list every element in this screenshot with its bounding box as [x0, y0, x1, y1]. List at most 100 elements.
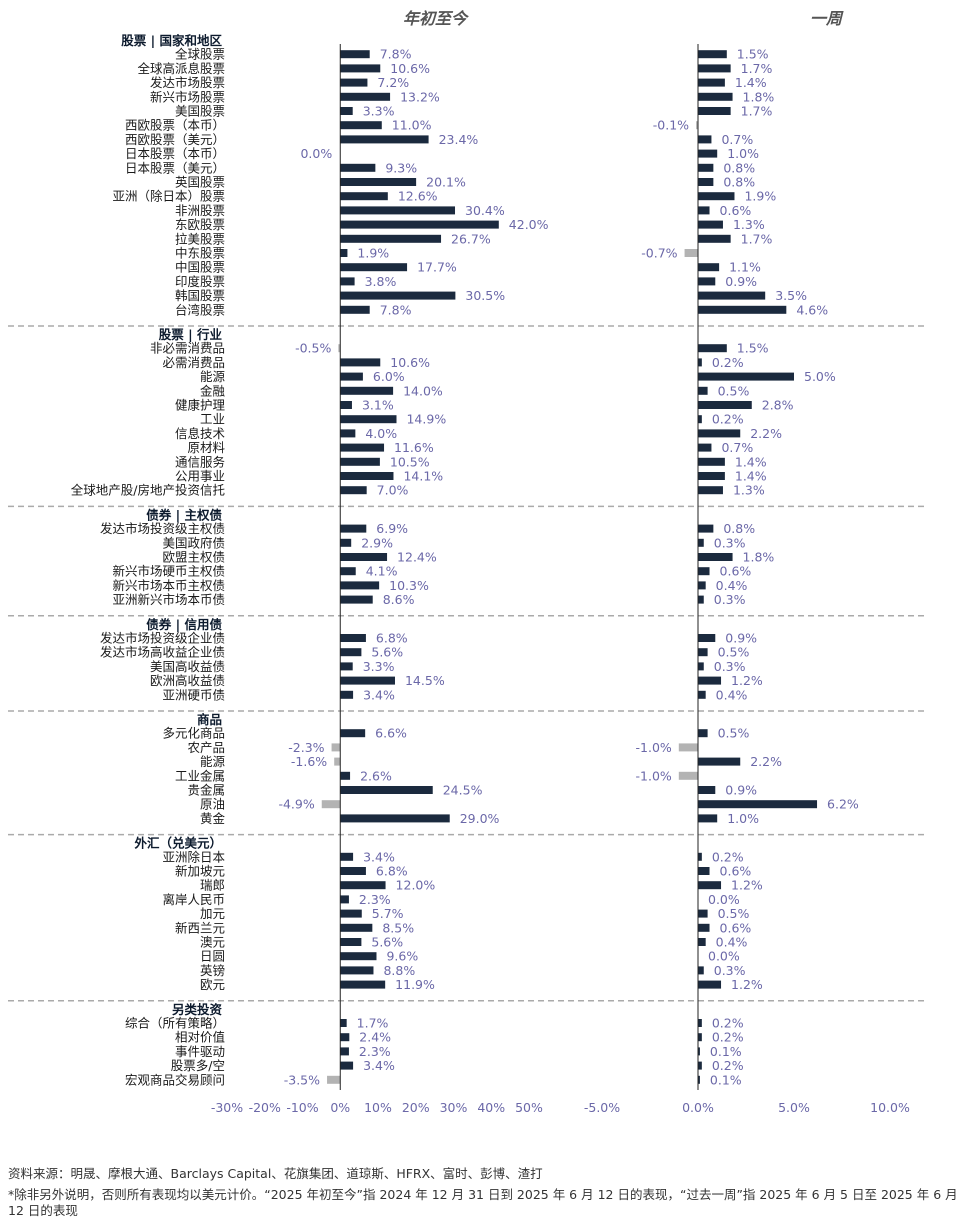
ytd-value-label: 10.6% [390, 61, 430, 76]
week-bar [698, 372, 794, 381]
ytd-bar [340, 486, 367, 495]
week-bar [698, 163, 714, 172]
ytd-value-label: 5.6% [371, 645, 403, 660]
week-bar [698, 50, 727, 59]
row-label: 印度股票 [175, 274, 225, 289]
week-bar [698, 881, 722, 890]
row-label: 澳元 [200, 935, 225, 950]
ytd-bar [340, 372, 363, 381]
ytd-bar [340, 852, 354, 861]
row-label: 西欧股票（美元） [125, 132, 225, 147]
week-bar [698, 64, 731, 73]
ytd-value-label: 29.0% [460, 811, 500, 826]
row-label: 工业金属 [175, 768, 225, 783]
week-bar [698, 634, 716, 642]
row-label: 韩国股票 [175, 288, 225, 303]
row-label: 英镑 [200, 963, 225, 978]
week-value-label: 0.9% [725, 783, 757, 798]
row-label: 东欧股票 [175, 217, 225, 232]
week-value-label: 1.0% [727, 811, 759, 826]
ytd-bar [340, 553, 388, 561]
week-bar [698, 206, 710, 215]
week-bar [698, 786, 716, 794]
row-label: 发达市场高收益企业债 [100, 645, 225, 660]
week-bar [698, 814, 718, 823]
row-label: 新兴市场本币主权债 [112, 578, 225, 593]
row-label: 信息技术 [175, 426, 226, 441]
week-bar [698, 344, 727, 353]
row-label: 中东股票 [175, 246, 225, 261]
week-bar [698, 757, 741, 766]
week-value-label: 0.2% [712, 1058, 744, 1073]
row-label: 英国股票 [175, 175, 225, 190]
week-bar [698, 415, 702, 424]
week-bar [698, 178, 714, 186]
week-value-label: 0.6% [720, 564, 752, 579]
week-value-label: 0.1% [710, 1072, 742, 1087]
ytd-bar [340, 980, 386, 989]
week-value-label: 1.8% [743, 550, 775, 565]
ytd-bar [334, 757, 341, 766]
ytd-bar [340, 277, 355, 286]
week-value-label: 3.5% [775, 288, 807, 303]
week-bar [698, 1019, 702, 1027]
week-bar [698, 538, 704, 547]
row-label: 发达市场投资级主权债 [100, 521, 225, 536]
week-value-label: 6.2% [827, 797, 859, 812]
week-value-label: 1.4% [735, 454, 767, 469]
week-value-label: 0.2% [712, 1030, 744, 1045]
ytd-tick-label: 40% [477, 1100, 505, 1115]
row-label: 事件驱动 [175, 1044, 225, 1059]
ytd-value-label: 7.0% [377, 483, 409, 498]
week-value-label: 1.3% [733, 217, 765, 232]
week-value-label: 0.3% [714, 535, 746, 550]
ytd-tick-label: 50% [515, 1100, 543, 1115]
ytd-value-label: 7.8% [380, 47, 412, 62]
week-bar [698, 305, 787, 314]
footer-note: *除非另外说明，否则所有表现均以美元计价。“2025 年初至今”指 2024 年… [8, 1187, 958, 1218]
week-value-label: 1.4% [735, 469, 767, 484]
week-bar [698, 581, 706, 590]
week-value-label: 0.5% [718, 383, 750, 398]
ytd-value-label: 26.7% [451, 231, 491, 246]
ytd-bar [340, 662, 353, 671]
ytd-bar [340, 291, 456, 300]
ytd-bar [340, 135, 429, 144]
ytd-bar [340, 192, 388, 201]
ytd-value-label: 1.9% [357, 246, 389, 261]
ytd-bar [340, 163, 376, 172]
ytd-bar [340, 786, 433, 794]
ytd-bar [340, 358, 381, 367]
ytd-value-label: 2.3% [359, 1044, 391, 1059]
row-label: 日本股票（本币） [125, 146, 225, 161]
week-value-label: 1.0% [727, 146, 759, 161]
ytd-bar [340, 895, 349, 904]
week-panel-title: 一周 [810, 9, 844, 28]
ytd-bar [340, 178, 417, 186]
ytd-bar [340, 1061, 354, 1070]
ytd-value-label: 2.4% [359, 1030, 391, 1045]
week-value-label: 1.2% [731, 977, 763, 992]
ytd-panel-title: 年初至今 [403, 9, 469, 28]
row-label: 黄金 [200, 811, 226, 826]
week-bar [698, 676, 722, 685]
ytd-bar [340, 457, 380, 466]
week-bar [698, 980, 722, 989]
ytd-bar [331, 743, 341, 752]
week-bar [698, 149, 718, 158]
row-label: 欧洲高收益债 [150, 673, 225, 688]
ytd-value-label: 14.5% [405, 673, 445, 688]
ytd-bar [340, 648, 362, 657]
week-value-label: 0.8% [723, 521, 755, 536]
row-label: 农产品 [187, 740, 225, 755]
week-value-label: 1.7% [741, 61, 773, 76]
ytd-bar [340, 1047, 349, 1056]
week-value-label: 0.0% [708, 892, 740, 907]
ytd-value-label: 9.6% [386, 949, 418, 964]
week-value-label: 0.8% [723, 160, 755, 175]
ytd-bar [340, 92, 391, 101]
group-header: 债券 | 主权债 [146, 507, 222, 522]
ytd-value-label: 10.6% [390, 355, 430, 370]
ytd-value-label: -3.5% [284, 1072, 320, 1087]
